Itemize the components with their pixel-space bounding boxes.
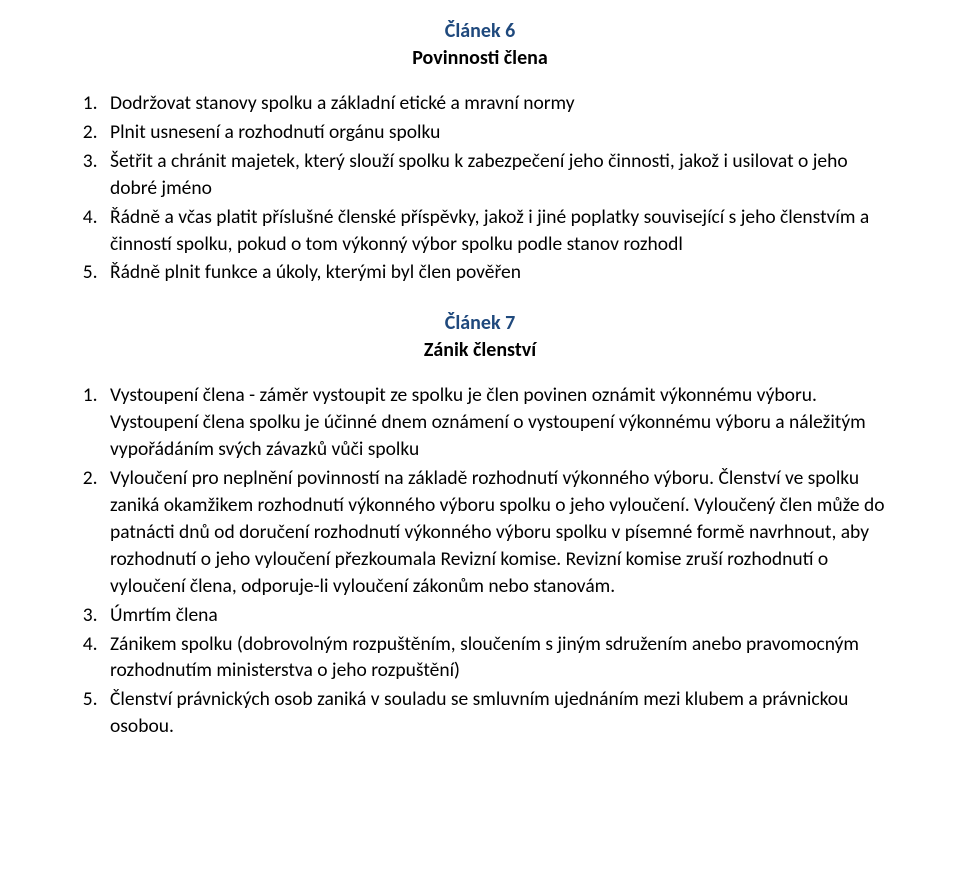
article-7-heading: Článek 7 [72, 310, 888, 337]
document-page: Článek 6 Povinnosti člena Dodržovat stan… [0, 0, 960, 740]
list-item: Šetřit a chránit majetek, který slouží s… [102, 148, 888, 202]
list-item: Členství právnických osob zaniká v soula… [102, 686, 888, 740]
list-item: Plnit usnesení a rozhodnutí orgánu spolk… [102, 119, 888, 146]
list-item: Úmrtím člena [102, 602, 888, 629]
list-item: Vystoupení člena - záměr vystoupit ze sp… [102, 382, 888, 463]
list-item: Vyloučení pro neplnění povinností na zák… [102, 465, 888, 600]
article-6-list: Dodržovat stanovy spolku a základní etic… [72, 90, 888, 286]
article-6-heading: Článek 6 [72, 18, 888, 45]
list-item: Řádně plnit funkce a úkoly, kterými byl … [102, 259, 888, 286]
list-item: Řádně a včas platit příslušné členské př… [102, 204, 888, 258]
article-7-subheading: Zánik členství [72, 337, 888, 364]
list-item: Dodržovat stanovy spolku a základní etic… [102, 90, 888, 117]
list-item: Zánikem spolku (dobrovolným rozpuštěním,… [102, 631, 888, 685]
article-7-list: Vystoupení člena - záměr vystoupit ze sp… [72, 382, 888, 740]
article-6-subheading: Povinnosti člena [72, 45, 888, 72]
